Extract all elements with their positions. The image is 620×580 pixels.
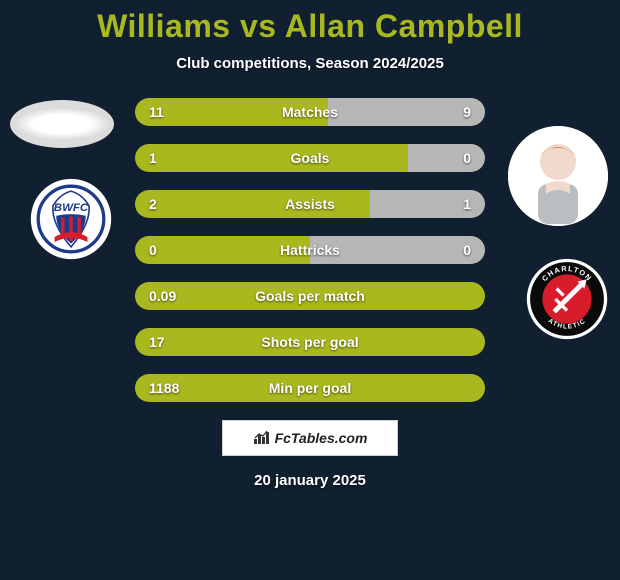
stat-bar <box>135 236 485 264</box>
stat-bar-left <box>135 190 370 218</box>
stat-bar <box>135 282 485 310</box>
footer-brand-badge[interactable]: FcTables.com <box>222 420 398 456</box>
stat-bar <box>135 144 485 172</box>
stat-row: Matches119 <box>135 98 485 126</box>
stat-bar <box>135 374 485 402</box>
title: Williams vs Allan Campbell <box>0 8 620 45</box>
stat-row: Goals10 <box>135 144 485 172</box>
stat-value-right: 0 <box>463 144 471 172</box>
stat-bar <box>135 190 485 218</box>
stat-bar-left <box>135 328 485 356</box>
stat-bar <box>135 98 485 126</box>
stat-value-left: 1 <box>149 144 157 172</box>
stat-bar-left <box>135 236 310 264</box>
stat-row: Goals per match0.09 <box>135 282 485 310</box>
stat-bar-right <box>328 98 485 126</box>
stat-row: Shots per goal17 <box>135 328 485 356</box>
stat-bar <box>135 328 485 356</box>
stat-value-left: 0 <box>149 236 157 264</box>
stat-row: Hattricks00 <box>135 236 485 264</box>
stat-value-left: 0.09 <box>149 282 176 310</box>
stat-row: Min per goal1188 <box>135 374 485 402</box>
stat-value-left: 11 <box>149 98 164 126</box>
fctables-icon <box>253 429 269 448</box>
stat-value-right: 0 <box>463 236 471 264</box>
stats-list: Matches119Goals10Assists21Hattricks00Goa… <box>0 98 620 402</box>
stat-bar-right <box>310 236 485 264</box>
title-player1: Williams <box>97 8 231 44</box>
stat-value-left: 17 <box>149 328 165 356</box>
date: 20 january 2025 <box>0 472 620 489</box>
stat-bar-right <box>408 144 485 172</box>
stat-value-right: 1 <box>463 190 471 218</box>
subtitle: Club competitions, Season 2024/2025 <box>0 55 620 72</box>
stat-bar-left <box>135 282 485 310</box>
title-vs: vs <box>240 8 277 44</box>
stat-bar-left <box>135 374 485 402</box>
stat-value-right: 9 <box>463 98 471 126</box>
stat-value-left: 2 <box>149 190 157 218</box>
stat-row: Assists21 <box>135 190 485 218</box>
footer-brand-text: FcTables.com <box>275 430 368 446</box>
stat-bar-left <box>135 144 408 172</box>
comparison-card: Williams vs Allan Campbell Club competit… <box>0 0 620 580</box>
stat-value-left: 1188 <box>149 374 179 402</box>
title-player2: Allan Campbell <box>285 8 523 44</box>
